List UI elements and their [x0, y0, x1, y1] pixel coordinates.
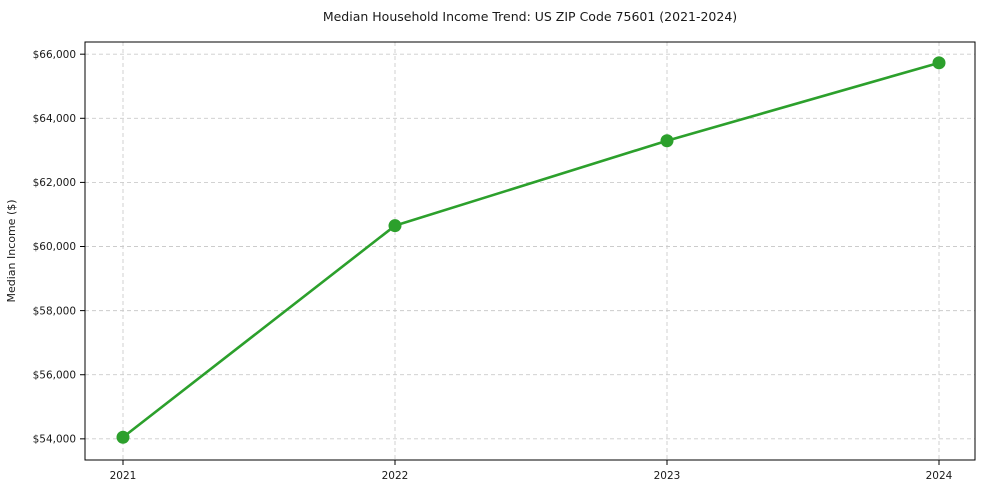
y-tick-label: $56,000 [33, 369, 76, 381]
trend-line [121, 61, 941, 439]
data-point-2021 [116, 430, 130, 444]
x-tick-label: 2023 [654, 470, 681, 482]
x-tick-label: 2021 [110, 470, 137, 482]
data-point-2022 [388, 219, 402, 233]
chart-title: Median Household Income Trend: US ZIP Co… [323, 9, 737, 24]
plot-border [84, 41, 976, 461]
y-tick-label: $54,000 [33, 434, 76, 446]
y-tick-label: $58,000 [33, 305, 76, 317]
y-tick-label: $64,000 [33, 113, 76, 125]
y-tick-label: $66,000 [33, 49, 76, 61]
y-axis-title: Median Income ($) [5, 199, 18, 302]
y-tick-label: $62,000 [33, 177, 76, 189]
y-tick-label: $60,000 [33, 241, 76, 253]
x-tick-label: 2022 [382, 470, 409, 482]
data-point-2024 [932, 56, 946, 70]
x-tick-label: 2024 [926, 470, 953, 482]
data-point-2023 [660, 134, 674, 148]
